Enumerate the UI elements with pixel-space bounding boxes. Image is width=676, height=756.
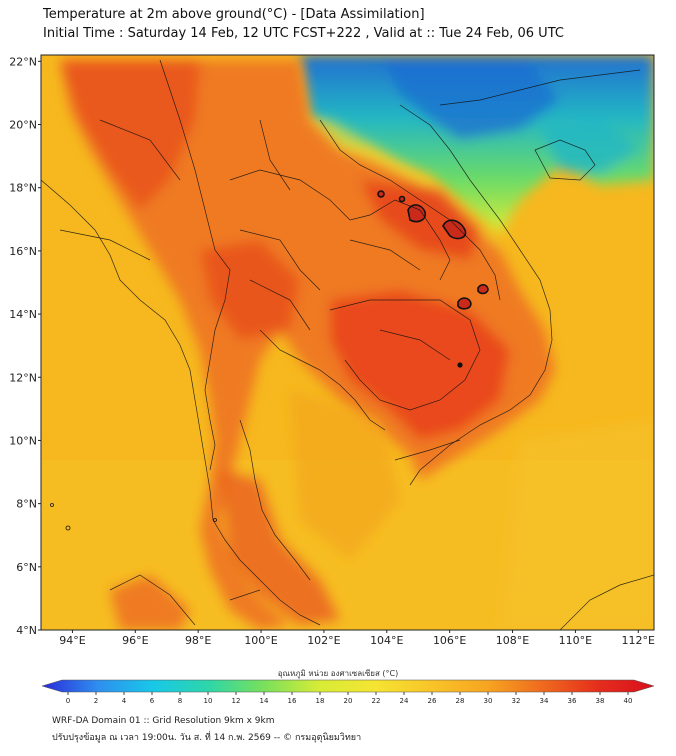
colorbar-tick-label: 0	[66, 697, 70, 705]
lon-tick-label: 106°E	[433, 634, 466, 647]
sea-warm-patches	[290, 390, 654, 630]
chart-title: Temperature at 2m above ground(°C) - [Da…	[43, 7, 425, 22]
lat-tick-label: 14°N	[9, 308, 37, 321]
lon-tick-label: 98°E	[185, 634, 211, 647]
colorbar-tick-label: 36	[568, 697, 577, 705]
colorbar-tick-label: 6	[150, 697, 155, 705]
map-border	[40, 54, 655, 631]
colorbar-tick-label: 16	[288, 697, 297, 705]
colorbar-tick-label: 30	[484, 697, 493, 705]
islands	[50, 503, 217, 531]
longitude-axis: 94°E 96°E 98°E 100°E 102°E 104°E 106°E 108°E 110…	[59, 630, 655, 647]
land-hot-field	[60, 60, 555, 630]
colorbar-tick-label: 10	[204, 697, 213, 705]
colorbar-tick-label: 2	[94, 697, 98, 705]
colorbar-tick-label: 20	[344, 697, 353, 705]
footer-model-info: WRF-DA Domain 01 :: Grid Resolution 9km …	[52, 716, 275, 726]
colorbar-bar	[41, 679, 655, 693]
borders	[41, 59, 654, 630]
lat-tick-label: 22°N	[9, 55, 37, 68]
lon-tick-label: 108°E	[496, 634, 529, 647]
lat-tick-label: 20°N	[9, 119, 37, 132]
colorbar-tick-label: 12	[232, 697, 241, 705]
lon-tick-label: 112°E	[622, 634, 655, 647]
colorbar: 0 2 4 6 8 10 12 14 16 18 20 22 24 26 28 30 32 34 36 38 40	[41, 679, 655, 705]
lat-tick-label: 4°N	[16, 624, 37, 637]
lon-tick-label: 102°E	[307, 634, 340, 647]
colorbar-tick-label: 18	[316, 697, 325, 705]
colorbar-tick-label: 40	[624, 697, 633, 705]
colorbar-tick-label: 24	[400, 697, 409, 705]
colorbar-ticks: 0 2 4 6 8 10 12 14 16 18 20 22 24 26 28 30 32 34 36 38 40	[66, 692, 633, 705]
lat-tick-label: 8°N	[16, 498, 37, 511]
lon-tick-label: 104°E	[370, 634, 403, 647]
footer-update-info: ปรับปรุงข้อมูล ณ เวลา 19:00น. วัน ส. ที่…	[52, 733, 362, 743]
lat-tick-label: 10°N	[9, 434, 37, 447]
colorbar-tick-label: 26	[428, 697, 437, 705]
colorbar-tick-label: 38	[596, 697, 605, 705]
lon-tick-label: 100°E	[244, 634, 277, 647]
colorbar-tick-label: 34	[540, 697, 549, 705]
lat-tick-label: 18°N	[9, 182, 37, 195]
colorbar-tick-label: 28	[456, 697, 465, 705]
latitude-axis: 22°N 20°N 18°N 16°N 14°N 12°N 10°N 8°N 6°N 4°N	[9, 55, 41, 637]
colorbar-tick-label: 8	[178, 697, 182, 705]
colorbar-tick-label: 14	[260, 697, 269, 705]
colorbar-title: อุณหภูมิ หน่วย องศาเซลเซียส (°C)	[277, 669, 399, 678]
lat-tick-label: 16°N	[9, 245, 37, 258]
colorbar-tick-label: 32	[512, 697, 521, 705]
lat-tick-label: 6°N	[16, 561, 37, 574]
colorbar-tick-label: 4	[122, 697, 127, 705]
hot-contours	[377, 190, 489, 368]
lon-tick-label: 96°E	[122, 634, 148, 647]
lon-tick-label: 110°E	[559, 634, 592, 647]
chart-subtitle: Initial Time : Saturday 14 Feb, 12 UTC F…	[43, 26, 564, 41]
north-cool-region	[300, 55, 654, 235]
colorbar-tick-label: 22	[372, 697, 381, 705]
lon-tick-label: 94°E	[59, 634, 85, 647]
lat-tick-label: 12°N	[9, 371, 37, 384]
